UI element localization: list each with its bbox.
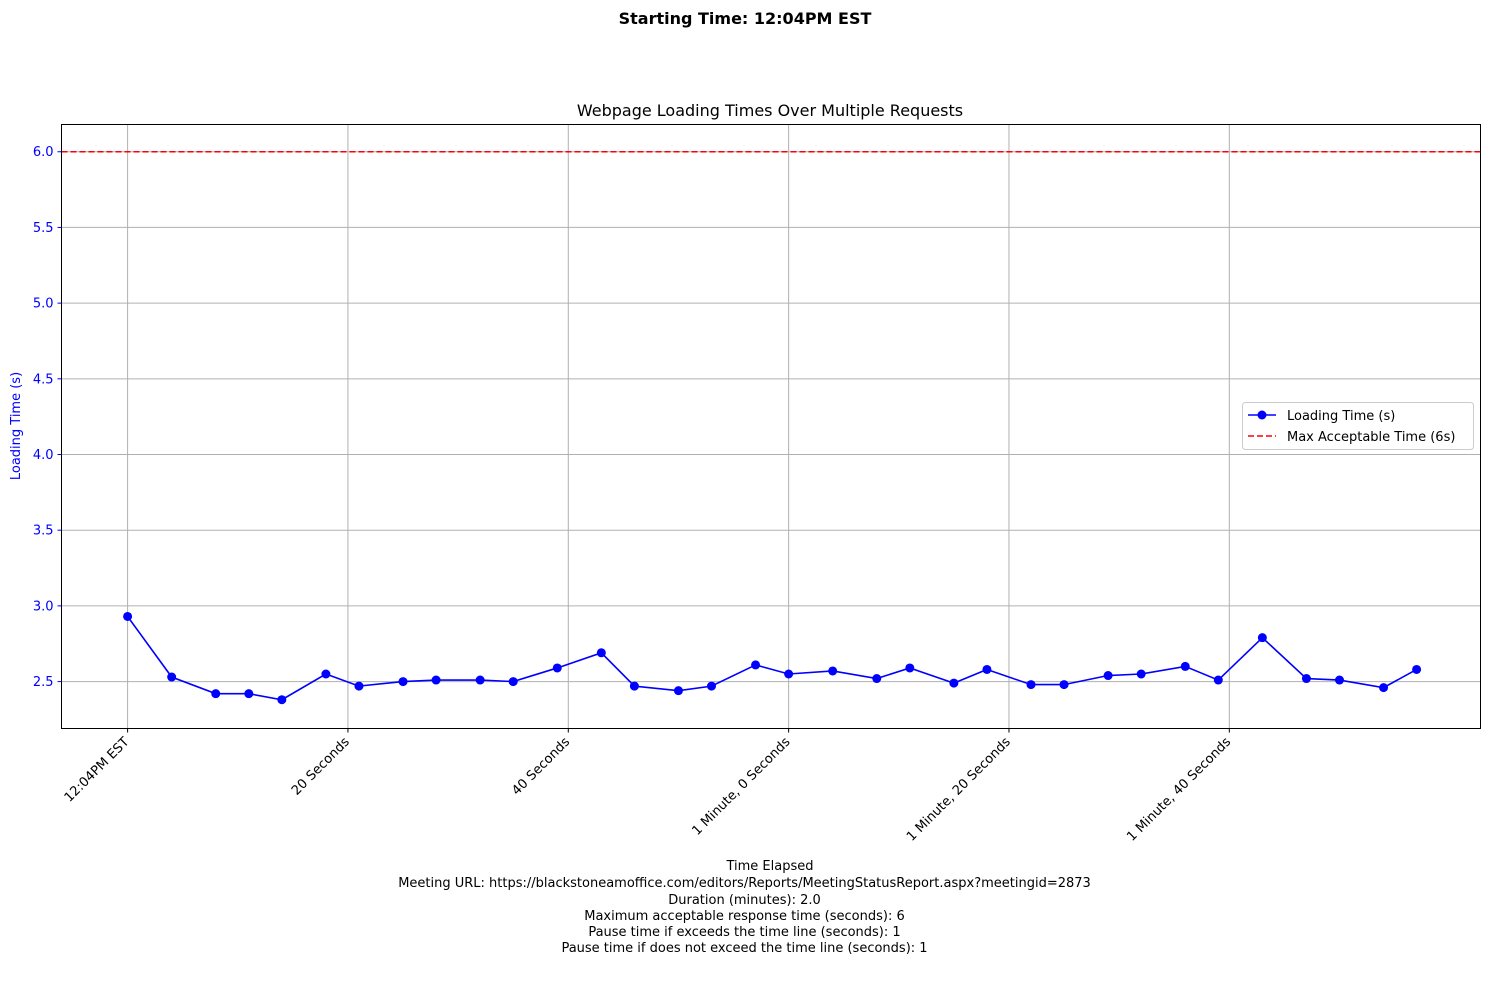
footer-meeting-url: Meeting URL: https://blackstoneamoffice.… <box>398 876 1091 891</box>
footer-duration: Duration (minutes): 2.0 <box>668 893 821 908</box>
loading-time-point <box>872 674 882 684</box>
x-tick-label: 12:04PM EST <box>62 735 133 806</box>
x-tick-label: 1 Minute, 0 Seconds <box>689 735 793 839</box>
legend-label-series: Loading Time (s) <box>1287 409 1395 424</box>
loading-time-point <box>949 678 959 688</box>
x-tick-label: 20 Seconds <box>289 735 353 799</box>
loading-time-point <box>1334 675 1344 685</box>
loading-time-point <box>629 681 639 691</box>
footer-pause-exceeds: Pause time if exceeds the time line (sec… <box>588 925 901 940</box>
x-tick-label: 40 Seconds <box>509 735 573 799</box>
series <box>123 611 1422 705</box>
loading-time-point <box>1059 680 1069 690</box>
y-tick-label: 6.0 <box>33 145 54 160</box>
loading-time-line <box>126 616 1417 701</box>
loading-time-point <box>1379 683 1389 693</box>
loading-time-point <box>277 695 287 705</box>
loading-time-point <box>596 648 606 658</box>
chart-suptitle: Starting Time: 12:04PM EST <box>619 9 872 28</box>
plot-frame <box>61 124 1481 729</box>
legend-box <box>1242 402 1474 450</box>
loading-time-point <box>167 672 177 682</box>
loading-time-point <box>1103 671 1113 681</box>
loading-time-point <box>673 686 683 696</box>
loading-time-point <box>905 663 915 673</box>
loading-time-point <box>211 689 221 699</box>
loading-time-point <box>508 677 518 687</box>
chart-title: Webpage Loading Times Over Multiple Requ… <box>577 101 963 120</box>
y-tick-label: 5.5 <box>33 221 54 236</box>
legend-label-threshold: Max Acceptable Time (6s) <box>1287 430 1455 445</box>
loading-time-point <box>123 611 133 621</box>
loading-time-point <box>828 666 838 676</box>
loading-time-point <box>475 675 485 685</box>
loading-time-point <box>398 677 408 687</box>
x-tick-label: 1 Minute, 20 Seconds <box>904 735 1014 845</box>
loading-time-point <box>552 663 562 673</box>
loading-time-point <box>1136 669 1146 679</box>
legend: Loading Time (s) Max Acceptable Time (6s… <box>1242 402 1474 450</box>
loading-time-point <box>707 681 717 691</box>
loading-time-point <box>1180 661 1190 671</box>
y-tick-label: 5.0 <box>33 297 54 312</box>
loading-time-point <box>244 689 254 699</box>
x-axis: 12:04PM EST 20 Seconds 40 Seconds 1 Minute,… <box>62 728 1234 845</box>
loading-time-point <box>751 660 761 670</box>
y-axis-label: Loading Time (s) <box>9 372 24 480</box>
loading-time-point <box>1412 664 1422 674</box>
loading-time-point <box>1301 674 1311 684</box>
loading-time-point <box>1257 633 1267 643</box>
x-axis-label: Time Elapsed <box>725 859 813 874</box>
loading-time-point <box>431 675 441 685</box>
loading-time-point <box>1026 680 1036 690</box>
y-tick-label: 2.5 <box>33 675 54 690</box>
x-tick-label: 1 Minute, 40 Seconds <box>1124 735 1234 845</box>
loading-time-point <box>784 669 794 679</box>
grid <box>61 124 1481 729</box>
legend-marker-series <box>1257 410 1267 420</box>
loading-time-point <box>321 669 331 679</box>
loading-time-point <box>354 681 364 691</box>
y-axis: 2.5 3.0 3.5 4.0 4.5 5.0 5.5 6.0 <box>33 145 62 690</box>
y-tick-label: 4.0 <box>33 448 54 463</box>
loading-time-point <box>982 664 992 674</box>
y-tick-label: 3.5 <box>33 524 54 539</box>
footer-max-response: Maximum acceptable response time (second… <box>584 909 905 924</box>
loading-time-point <box>1213 675 1223 685</box>
y-tick-label: 3.0 <box>33 599 54 614</box>
y-tick-label: 4.5 <box>33 372 54 387</box>
footer-pause-not-exceed: Pause time if does not exceed the time l… <box>561 941 928 956</box>
